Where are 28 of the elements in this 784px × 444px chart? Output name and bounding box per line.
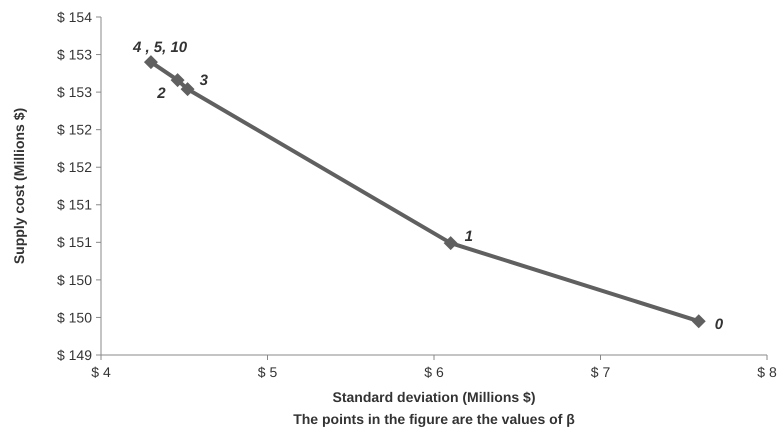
y-tick-label: $ 150 [56,309,92,326]
point [170,73,185,88]
annotation: 2 [156,85,166,102]
y-axis-title: Supply cost (Millions $) [11,108,27,264]
y-tick-label: $ 149 [56,346,92,363]
y-tick-label: $ 151 [56,234,92,250]
x-axis-title: Standard deviation (Millions $) [332,389,536,405]
annotation: 0 [714,316,724,334]
y-tick-label: $ 154 [56,8,92,25]
x-tick-label: $ 4 [91,364,111,380]
x-tick-label: $ 6 [424,364,444,380]
annotation: 1 [464,228,473,246]
y-tick-label: $ 152 [56,122,92,138]
y-tick-label: $ 150 [56,272,92,288]
point [444,236,458,250]
y-tick-label: $ 153 [56,84,92,100]
point [180,82,195,96]
y-tick-label: $ 151 [56,196,92,213]
x-tick-label: $ 5 [258,364,278,380]
annotation: 4 , 5, 10 [132,39,188,56]
y-tick-label: $ 152 [56,159,92,176]
text: The points in the figure are the values of β [293,411,576,427]
point [692,314,706,328]
x-tick-label: $ 7 [590,364,610,380]
point [144,55,158,70]
annotation: 3 [200,72,209,90]
x-tick-label: $ 8 [757,364,777,380]
y-tick-label: $ 153 [56,46,92,62]
